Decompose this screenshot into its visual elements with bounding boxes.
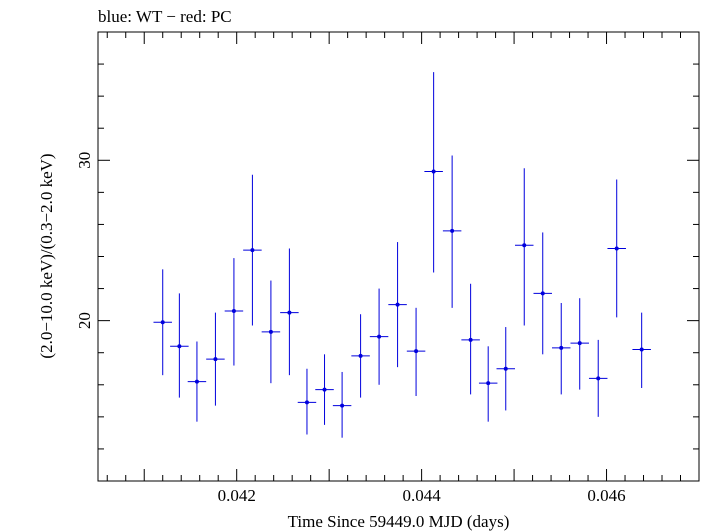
data-point bbox=[496, 327, 516, 411]
point-marker bbox=[577, 341, 582, 346]
data-point bbox=[406, 307, 426, 397]
data-series bbox=[153, 72, 651, 438]
point-marker bbox=[431, 169, 436, 174]
data-point bbox=[243, 174, 262, 326]
data-point bbox=[424, 72, 443, 273]
x-tick-label: 0.042 bbox=[218, 486, 256, 505]
data-point bbox=[170, 293, 189, 398]
data-point bbox=[153, 269, 172, 376]
data-point bbox=[261, 280, 281, 384]
axis-tick-labels: 0.042 0.044 0.046 20 30 bbox=[75, 152, 626, 505]
data-point bbox=[351, 314, 370, 398]
data-point bbox=[533, 232, 552, 355]
data-point bbox=[478, 346, 498, 422]
point-marker bbox=[486, 381, 491, 386]
point-marker bbox=[540, 291, 545, 296]
x-axis-label: Time Since 59449.0 MJD (days) bbox=[288, 512, 510, 531]
data-point bbox=[224, 258, 244, 366]
point-marker bbox=[414, 349, 419, 354]
point-marker bbox=[358, 353, 363, 358]
data-point bbox=[607, 179, 626, 318]
point-marker bbox=[177, 344, 182, 349]
axis-ticks bbox=[98, 31, 700, 482]
data-point bbox=[388, 242, 407, 368]
point-marker bbox=[213, 357, 218, 362]
data-point bbox=[206, 312, 225, 406]
data-point bbox=[369, 288, 389, 385]
point-marker bbox=[559, 345, 564, 350]
y-tick-label: 30 bbox=[75, 152, 94, 169]
point-marker bbox=[450, 228, 455, 233]
data-point bbox=[315, 354, 334, 425]
data-point bbox=[632, 312, 651, 388]
point-marker bbox=[377, 334, 382, 339]
point-marker bbox=[395, 302, 400, 307]
point-marker bbox=[596, 376, 601, 381]
point-marker bbox=[287, 310, 292, 315]
data-point bbox=[570, 298, 589, 390]
data-point bbox=[297, 368, 317, 435]
data-point bbox=[515, 168, 534, 326]
data-point bbox=[588, 339, 608, 417]
x-tick-label: 0.046 bbox=[587, 486, 625, 505]
point-marker bbox=[468, 337, 473, 342]
point-marker bbox=[160, 320, 165, 325]
point-marker bbox=[250, 248, 255, 253]
y-axis-label: (2.0−10.0 keV)/(0.3−2.0 keV) bbox=[37, 153, 56, 358]
data-point bbox=[187, 341, 207, 422]
plot-frame bbox=[97, 31, 700, 482]
point-marker bbox=[322, 387, 327, 392]
data-point bbox=[332, 371, 352, 438]
data-point bbox=[551, 303, 571, 395]
point-marker bbox=[614, 246, 619, 251]
data-point bbox=[280, 248, 299, 376]
x-tick-label: 0.044 bbox=[402, 486, 441, 505]
point-marker bbox=[639, 347, 644, 352]
point-marker bbox=[304, 400, 309, 405]
point-marker bbox=[522, 243, 527, 248]
point-marker bbox=[268, 329, 273, 334]
point-marker bbox=[340, 403, 345, 408]
chart-title: blue: WT − red: PC bbox=[98, 7, 232, 26]
data-point bbox=[442, 155, 462, 308]
y-tick-label: 20 bbox=[75, 312, 94, 329]
data-point bbox=[461, 283, 480, 395]
point-marker bbox=[194, 379, 199, 384]
point-marker bbox=[231, 309, 236, 314]
point-marker bbox=[503, 366, 508, 371]
